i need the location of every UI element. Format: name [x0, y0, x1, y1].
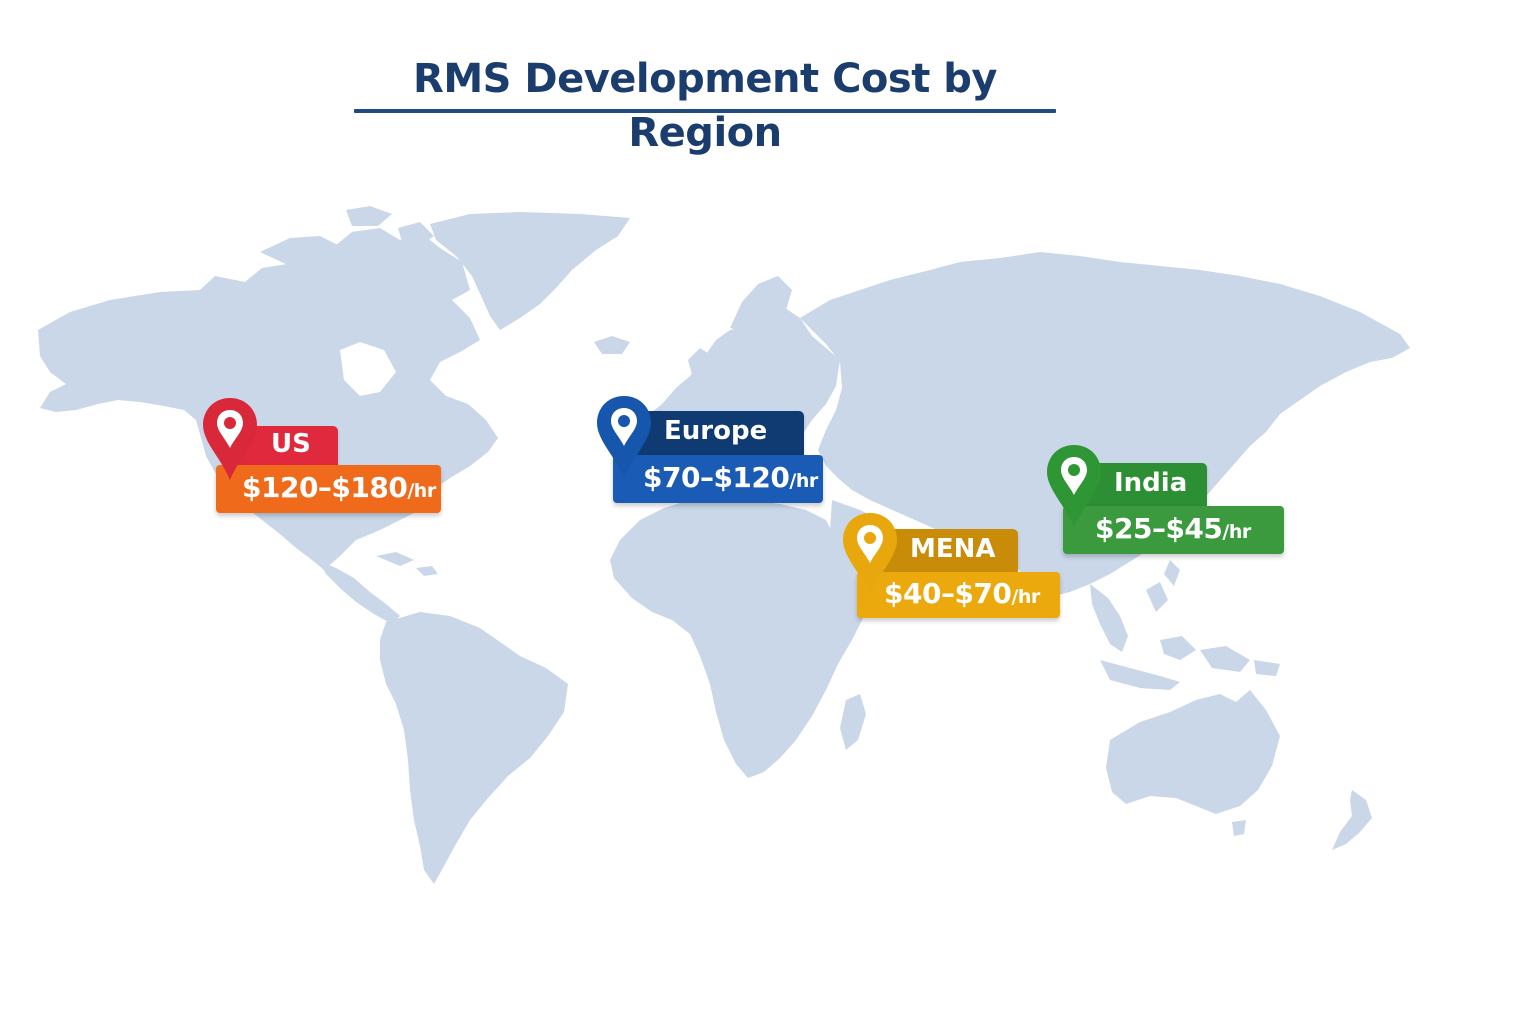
mena-region-label: MENA	[880, 529, 1018, 575]
uk-landmass	[688, 348, 712, 382]
scandinavia-landmass	[730, 276, 792, 334]
us-region-name: US	[271, 429, 311, 459]
arctic-islands	[226, 206, 434, 300]
india-price-label: $25–$45/hr	[1063, 506, 1284, 554]
caribbean-islands	[376, 552, 438, 576]
hudson-bay-water	[340, 342, 396, 396]
india-region-label: India	[1082, 463, 1207, 509]
mena-price-label: $40–$70/hr	[857, 572, 1060, 618]
us-price-unit: /hr	[407, 480, 436, 502]
south-america-landmass	[380, 612, 568, 884]
asia-landmass	[800, 252, 1410, 596]
madagascar-landmass	[840, 694, 866, 750]
europe-region-name: Europe	[664, 416, 768, 446]
central-america-landmass	[318, 560, 400, 624]
india-price-range: $25–$45	[1095, 512, 1223, 545]
tasmania-landmass	[1232, 820, 1246, 836]
europe-region-label: Europe	[630, 411, 804, 457]
map-pin-icon	[843, 513, 897, 595]
europe-price-unit: /hr	[789, 470, 818, 492]
iceland-landmass	[594, 336, 630, 354]
mena-price-range: $40–$70	[884, 577, 1012, 610]
title-block: RMS Development Cost by Region	[354, 52, 1056, 160]
us-price-range: $120–$180	[242, 471, 408, 504]
map-pin-icon	[1047, 445, 1101, 527]
india-price-unit: /hr	[1222, 521, 1251, 543]
australia-landmass	[1106, 690, 1280, 814]
map-pin-icon	[203, 398, 257, 480]
indonesia-islands	[1100, 560, 1280, 690]
indochina-landmass	[1090, 584, 1128, 652]
greenland-landmass	[430, 212, 630, 330]
north-america-landmass	[38, 228, 498, 570]
page-title: RMS Development Cost by Region	[413, 56, 997, 156]
title-underline	[354, 109, 1056, 113]
india-region-name: India	[1114, 468, 1188, 498]
africa-landmass	[610, 496, 864, 778]
japan-landmass	[1206, 410, 1244, 480]
map-pin-icon	[597, 396, 651, 478]
europe-price-label: $70–$120/hr	[613, 455, 823, 503]
us-price-label: $120–$180/hr	[216, 465, 441, 513]
europe-price-range: $70–$120	[643, 461, 790, 494]
mena-price-unit: /hr	[1011, 586, 1040, 608]
mena-region-name: MENA	[910, 534, 996, 564]
new-zealand-landmass	[1332, 790, 1372, 850]
us-region-label: US	[238, 426, 338, 470]
